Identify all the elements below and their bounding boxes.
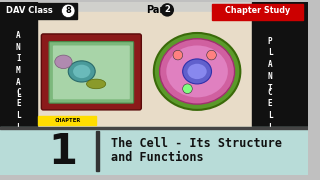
- Ellipse shape: [183, 59, 212, 84]
- Ellipse shape: [188, 64, 207, 79]
- Text: C
E
L
L: C E L L: [16, 88, 20, 132]
- FancyBboxPatch shape: [41, 34, 141, 110]
- Ellipse shape: [68, 61, 95, 82]
- Text: 8: 8: [65, 6, 71, 15]
- Text: C
E
L
L: C E L L: [268, 88, 272, 132]
- Circle shape: [183, 84, 192, 94]
- Bar: [212, 4, 303, 19]
- Ellipse shape: [86, 79, 106, 89]
- Text: Part: Part: [146, 5, 169, 15]
- Text: 2: 2: [164, 5, 170, 14]
- FancyBboxPatch shape: [49, 42, 134, 103]
- Bar: [0, 127, 308, 129]
- Text: DAV Class: DAV Class: [6, 6, 52, 15]
- Bar: [0, 127, 308, 175]
- FancyBboxPatch shape: [53, 46, 130, 99]
- Ellipse shape: [55, 55, 72, 69]
- Circle shape: [173, 50, 183, 60]
- Bar: [96, 131, 99, 171]
- Text: 1: 1: [48, 131, 77, 173]
- Ellipse shape: [160, 39, 235, 104]
- Text: P
L
A
N
T: P L A N T: [268, 37, 272, 93]
- Bar: [252, 2, 308, 127]
- Bar: [38, 116, 96, 125]
- Bar: [0, 2, 308, 127]
- Circle shape: [161, 3, 174, 17]
- Text: and Functions: and Functions: [111, 151, 203, 165]
- Circle shape: [207, 50, 216, 60]
- Text: A
N
I
M
A
L: A N I M A L: [16, 31, 20, 99]
- Ellipse shape: [154, 33, 240, 110]
- Bar: [0, 2, 36, 127]
- Text: Chapter Study: Chapter Study: [225, 6, 290, 15]
- Ellipse shape: [166, 46, 228, 97]
- Text: CHAPTER: CHAPTER: [54, 118, 80, 123]
- Bar: [2, 3, 77, 19]
- Text: The Cell - Its Structure: The Cell - Its Structure: [111, 137, 282, 150]
- Ellipse shape: [73, 65, 90, 78]
- Circle shape: [61, 4, 75, 18]
- Bar: [38, 12, 269, 127]
